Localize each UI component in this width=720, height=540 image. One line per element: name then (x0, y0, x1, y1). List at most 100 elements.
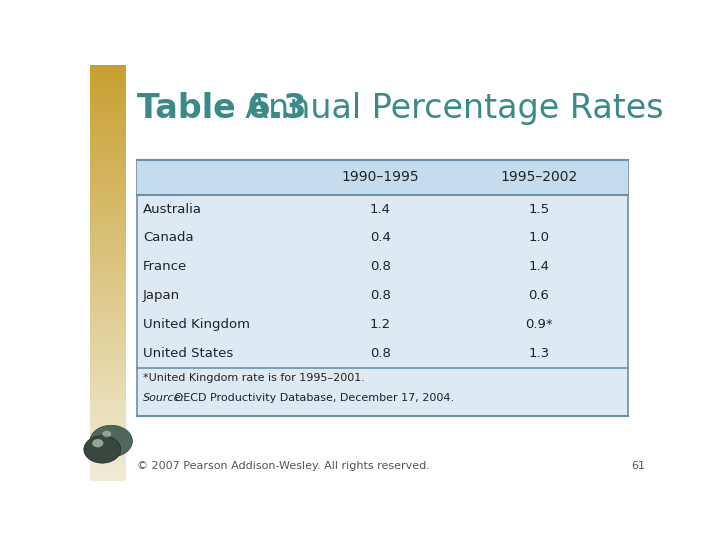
Bar (90, 331, 126, 335)
Text: *United Kingdom rate is for 1995–2001.: *United Kingdom rate is for 1995–2001. (143, 373, 365, 383)
Bar (90, 82, 126, 85)
Bar (90, 140, 126, 144)
Text: 1.4: 1.4 (528, 260, 549, 273)
Bar (90, 281, 126, 285)
Bar (90, 114, 126, 119)
Circle shape (90, 426, 132, 457)
Text: 1.2: 1.2 (370, 319, 391, 332)
Bar (90, 451, 126, 456)
Text: © 2007 Pearson Addison-Wesley. All rights reserved.: © 2007 Pearson Addison-Wesley. All right… (138, 462, 431, 471)
Bar (90, 65, 126, 69)
Text: 1.3: 1.3 (528, 347, 549, 360)
Bar (90, 131, 126, 136)
Bar (90, 77, 126, 82)
Bar (90, 210, 126, 214)
Bar (90, 456, 126, 460)
Bar (90, 468, 126, 472)
Bar (90, 322, 126, 327)
Bar (90, 443, 126, 447)
FancyBboxPatch shape (138, 160, 629, 194)
Text: 1.0: 1.0 (528, 232, 549, 245)
Text: 0.6: 0.6 (528, 289, 549, 302)
Bar (90, 302, 126, 306)
Circle shape (84, 436, 121, 463)
Bar (90, 397, 126, 402)
Text: United States: United States (143, 347, 233, 360)
Bar (90, 177, 126, 181)
Bar (90, 406, 126, 410)
Bar (90, 339, 126, 343)
Bar (90, 414, 126, 418)
Bar (90, 285, 126, 289)
Text: 1995–2002: 1995–2002 (500, 171, 577, 185)
Bar (90, 422, 126, 427)
Bar (90, 190, 126, 194)
Bar (90, 206, 126, 210)
Bar (90, 319, 126, 322)
Text: 1.4: 1.4 (370, 202, 391, 215)
Bar (90, 227, 126, 231)
Bar (90, 265, 126, 268)
Bar (90, 248, 126, 252)
Bar (90, 156, 126, 160)
Text: France: France (143, 260, 187, 273)
Bar (90, 202, 126, 206)
Bar (90, 427, 126, 431)
Bar (90, 294, 126, 298)
Bar (90, 136, 126, 140)
Bar (90, 447, 126, 451)
Bar (90, 460, 126, 464)
Bar (90, 256, 126, 260)
Circle shape (102, 431, 111, 437)
Bar (90, 298, 126, 302)
Bar (90, 69, 126, 73)
Bar (90, 268, 126, 273)
Bar (90, 289, 126, 294)
Text: 0.8: 0.8 (370, 289, 391, 302)
Bar (90, 327, 126, 331)
Bar (90, 119, 126, 123)
Bar (90, 348, 126, 352)
Bar (90, 368, 126, 373)
Bar (90, 168, 126, 173)
Bar (90, 73, 126, 77)
Text: OECD Productivity Database, December 17, 2004.: OECD Productivity Database, December 17,… (171, 393, 454, 403)
Bar (90, 152, 126, 156)
Bar (90, 239, 126, 244)
Text: 61: 61 (631, 462, 645, 471)
Bar (90, 235, 126, 239)
Text: 0.4: 0.4 (370, 232, 391, 245)
Circle shape (92, 439, 104, 447)
Bar (90, 335, 126, 339)
Bar (90, 381, 126, 385)
Text: Table 6.3: Table 6.3 (138, 92, 307, 125)
Bar (90, 173, 126, 177)
Bar (90, 402, 126, 406)
Bar (90, 435, 126, 439)
Bar (90, 343, 126, 348)
Bar (90, 310, 126, 314)
Bar (90, 464, 126, 468)
Bar (90, 127, 126, 131)
Bar (90, 273, 126, 277)
Bar (90, 160, 126, 165)
Bar (90, 98, 126, 102)
Text: 1.5: 1.5 (528, 202, 549, 215)
Text: Annual Percentage Rates: Annual Percentage Rates (224, 92, 664, 125)
Text: 1990–1995: 1990–1995 (342, 171, 419, 185)
Bar (90, 431, 126, 435)
Bar (90, 252, 126, 256)
Bar (90, 373, 126, 377)
Bar (90, 231, 126, 235)
Text: Australia: Australia (143, 202, 202, 215)
Text: Canada: Canada (143, 232, 194, 245)
Bar (90, 94, 126, 98)
Bar (90, 364, 126, 368)
Bar (90, 356, 126, 360)
Bar (90, 90, 126, 94)
Bar (90, 393, 126, 397)
Bar (90, 277, 126, 281)
Bar (90, 106, 126, 111)
Bar (90, 314, 126, 319)
Bar (90, 385, 126, 389)
